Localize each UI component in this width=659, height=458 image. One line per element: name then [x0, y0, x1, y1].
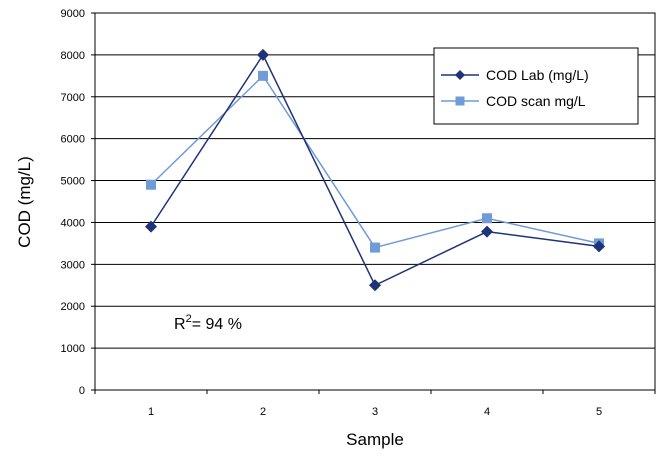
- x-tick-label: 1: [148, 406, 154, 418]
- x-axis: 1 2 3 4 5: [94, 390, 656, 418]
- annotation-superscript: 2: [186, 313, 192, 325]
- y-axis-label: COD (mg/L): [15, 156, 34, 248]
- annotation-suffix: = 94 %: [192, 316, 242, 333]
- y-tick-label: 7000: [61, 92, 85, 104]
- data-point-scan: [258, 70, 268, 81]
- x-tick-label: 2: [260, 406, 266, 418]
- x-tick-label: 5: [596, 406, 602, 418]
- legend-marker-scan: [455, 96, 465, 106]
- data-point-lab: [593, 240, 605, 253]
- legend-box: [433, 47, 639, 125]
- y-tick-label: 6000: [61, 134, 85, 146]
- y-tick-label: 2000: [61, 301, 85, 313]
- annotation-prefix: R: [174, 316, 186, 333]
- data-point-lab: [257, 48, 269, 61]
- grid: [95, 54, 655, 349]
- y-tick-label: 4000: [61, 217, 85, 229]
- x-axis-label: Sample: [346, 430, 404, 449]
- legend-label-scan: COD scan mg/L: [486, 93, 586, 109]
- y-axis: 0 1000 2000 3000 4000 5000 6000 7000 8000 9000: [61, 8, 95, 397]
- data-point-lab: [481, 225, 493, 238]
- y-tick-label: 5000: [61, 176, 85, 188]
- x-tick-label: 3: [372, 406, 378, 418]
- x-tick-label: 4: [484, 406, 490, 418]
- legend-marker-lab: [455, 70, 465, 80]
- data-point-scan: [482, 213, 492, 224]
- r-squared-annotation: R2= 94 %: [174, 313, 242, 333]
- y-tick-label: 1000: [61, 343, 85, 355]
- y-tick-label: 3000: [61, 259, 85, 271]
- data-point-scan: [370, 242, 380, 253]
- data-point-lab: [145, 220, 157, 233]
- data-point-scan: [146, 179, 156, 190]
- legend-label-lab: COD Lab (mg/L): [486, 67, 589, 83]
- y-tick-label: 8000: [61, 50, 85, 62]
- y-tick-label: 9000: [61, 8, 85, 20]
- legend: COD Lab (mg/L) COD scan mg/L: [433, 47, 639, 125]
- plot-area: [94, 12, 656, 391]
- data-point-lab: [369, 279, 381, 292]
- y-tick-label: 0: [79, 385, 85, 397]
- series-layer: [145, 48, 605, 292]
